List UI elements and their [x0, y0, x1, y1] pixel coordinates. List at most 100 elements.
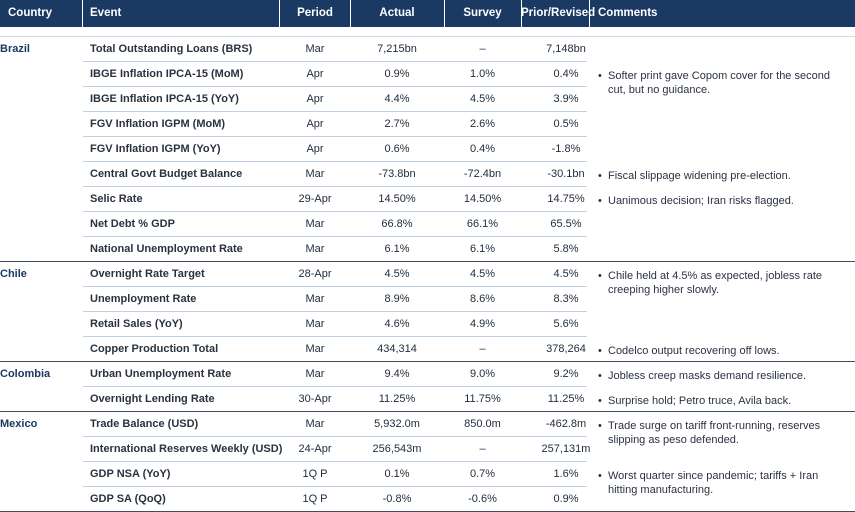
bullet-icon: • [598, 420, 602, 432]
actual-value: 0.1% [384, 468, 410, 480]
comment-text: • Uanimous decision; Iran risks flagged. [598, 194, 848, 208]
header-survey: Survey [463, 7, 502, 19]
table-row: Trade Balance (USD) Mar 5,932.0m 850.0m -462… [83, 412, 587, 436]
actual-value: 6.1% [384, 243, 410, 255]
table-row: Copper Production Total Mar 434,314 – 378,26… [83, 336, 587, 361]
event-name: Selic Rate [90, 193, 143, 205]
table-row: Overnight Rate Target 28-Apr 4.5% 4.5% 4.5% [83, 262, 587, 286]
header-divider [82, 0, 83, 27]
table-row: Central Govt Budget Balance Mar -73.8bn -72… [83, 161, 587, 186]
survey-value: 4.9% [469, 318, 496, 330]
prior-revised-value: 5.8% [553, 243, 579, 255]
event-name: GDP SA (QoQ) [90, 493, 166, 505]
table-row: Net Debt % GDP Mar 66.8% 66.1% 65.5% [83, 211, 587, 236]
survey-value: 6.1% [469, 243, 496, 255]
survey-value: 11.75% [464, 393, 501, 405]
comment-text: • Chile held at 4.5% as expected, jobless… [598, 269, 848, 297]
event-name: FGV Inflation IGPM (MoM) [90, 118, 226, 130]
prior-revised-value: 7,148bn [546, 43, 586, 55]
event-name: Central Govt Budget Balance [90, 168, 243, 180]
actual-value: 2.7% [384, 118, 410, 130]
prior-revised-value: -462.8m [545, 418, 587, 430]
actual-value: 256,543m [372, 443, 422, 455]
comment-body: Chile held at 4.5% as expected, jobless … [608, 270, 823, 296]
prior-revised-value: 9.2% [553, 368, 579, 380]
actual-value: 5,932.0m [374, 418, 420, 430]
actual-value: 4.4% [384, 93, 410, 105]
comment-body: Worst quarter since pandemic; tariffs + … [608, 470, 819, 496]
country-label: Colombia [0, 368, 51, 380]
table-row: IBGE Inflation IPCA-15 (MoM) Apr 0.9% 1.0% 0… [83, 61, 587, 86]
period-value: Mar [305, 243, 325, 255]
period-value: 1Q P [302, 493, 328, 505]
country-label: Brazil [0, 43, 30, 55]
survey-value: 1.0% [469, 68, 496, 80]
event-name: Overnight Lending Rate [90, 393, 215, 405]
prior-revised-value: 14.75% [547, 193, 585, 205]
table-header: Country Event Period Actual Survey Prior… [0, 0, 855, 27]
period-value: Mar [305, 293, 325, 305]
actual-value: 66.8% [381, 218, 413, 230]
table-row: International Reserves Weekly (USD) 24-Ap… [83, 436, 590, 461]
period-value: 30-Apr [298, 393, 332, 405]
comment-body: Softer print gave Copom cover for the se… [608, 70, 830, 96]
bullet-icon: • [598, 395, 602, 407]
prior-revised-value: 8.3% [553, 293, 579, 305]
prior-revised-value: 3.9% [553, 93, 579, 105]
actual-value: 4.6% [384, 318, 410, 330]
period-value: Mar [305, 418, 325, 430]
period-value: 1Q P [302, 468, 328, 480]
prior-revised-value: 4.5% [553, 268, 579, 280]
event-name: Unemployment Rate [90, 293, 197, 305]
prior-revised-value: 1.6% [553, 468, 579, 480]
survey-value: 66.1% [466, 218, 499, 230]
table-row: Retail Sales (YoY) Mar 4.6% 4.9% 5.6% [83, 311, 587, 336]
table-row: Total Outstanding Loans (BRS) Mar 7,215bn –… [83, 37, 587, 61]
event-name: Total Outstanding Loans (BRS) [90, 43, 253, 55]
period-value: Apr [306, 118, 324, 130]
event-name: GDP NSA (YoY) [90, 468, 171, 480]
header-divider [279, 0, 280, 27]
table-row: GDP SA (QoQ) 1Q P -0.8% -0.6% 0.9% [83, 486, 587, 511]
table-row: IBGE Inflation IPCA-15 (YoY) Apr 4.4% 4.5% 3… [83, 86, 587, 111]
table-row: National Unemployment Rate Mar 6.1% 6.1% 5.8… [83, 236, 587, 261]
header-event: Event [90, 7, 122, 19]
period-value: Mar [305, 218, 325, 230]
period-value: Mar [305, 43, 325, 55]
bullet-icon: • [598, 270, 602, 282]
period-value: Apr [306, 93, 324, 105]
actual-value: 0.9% [384, 68, 410, 80]
actual-value: 0.6% [384, 143, 410, 155]
header-divider [350, 0, 351, 27]
comment-text: • Jobless creep masks demand resilience. [598, 369, 848, 383]
period-value: 24-Apr [298, 443, 332, 455]
survey-value: 9.0% [469, 368, 496, 380]
event-name: Retail Sales (YoY) [90, 318, 183, 330]
header-period: Period [297, 7, 333, 19]
header-country: Country [8, 7, 53, 19]
header-divider [521, 0, 522, 27]
prior-revised-value: 378,264 [546, 343, 586, 355]
actual-value: 14.50% [378, 193, 416, 205]
actual-value: 7,215bn [377, 43, 417, 55]
table-row: Unemployment Rate Mar 8.9% 8.6% 8.3% [83, 286, 587, 311]
comment-text: • Codelco output recovering off lows. [598, 344, 848, 358]
event-name: IBGE Inflation IPCA-15 (MoM) [90, 68, 244, 80]
bullet-icon: • [598, 70, 602, 82]
comment-body: Codelco output recovering off lows. [608, 345, 780, 357]
event-name: Trade Balance (USD) [90, 418, 199, 430]
country-group: Brazil Total Outstanding Loans (BRS) Mar 7,… [0, 37, 855, 262]
bullet-icon: • [598, 345, 602, 357]
prior-revised-value: 5.6% [553, 318, 579, 330]
comment-body: Jobless creep masks demand resilience. [608, 370, 807, 382]
period-value: 28-Apr [298, 268, 332, 280]
actual-value: 9.4% [384, 368, 410, 380]
table-row: GDP NSA (YoY) 1Q P 0.1% 0.7% 1.6% [83, 461, 587, 486]
bullet-icon: • [598, 470, 602, 482]
survey-value: -72.4bn [463, 168, 502, 180]
event-name: International Reserves Weekly (USD) [90, 443, 283, 455]
event-name: Net Debt % GDP [90, 218, 175, 230]
prior-revised-value: 65.5% [550, 218, 582, 230]
actual-value: 8.9% [384, 293, 410, 305]
prior-revised-value: -1.8% [551, 143, 581, 155]
